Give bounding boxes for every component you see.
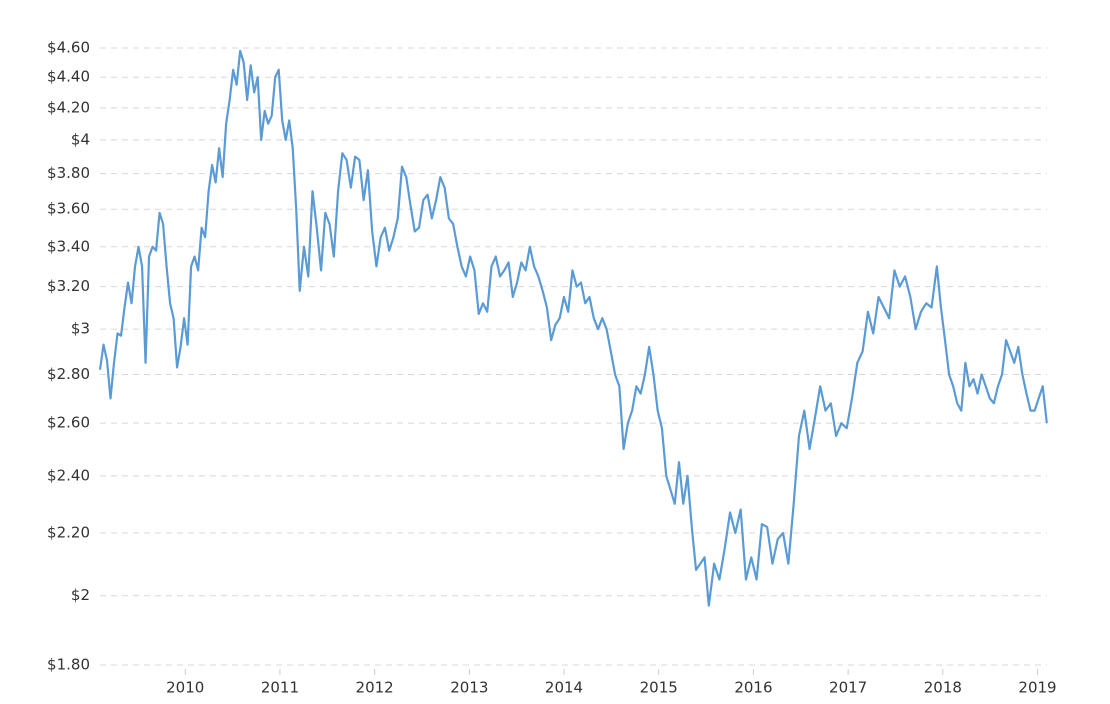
y-tick-label: $3.80: [47, 164, 90, 182]
y-tick-label: $3.20: [47, 277, 90, 295]
y-tick-label: $2.20: [47, 524, 90, 542]
x-tick-label: 2016: [734, 679, 772, 697]
y-tick-label: $4.20: [47, 98, 90, 116]
y-tick-label: $2: [71, 586, 90, 604]
y-tick-label: $4.40: [47, 68, 90, 86]
y-tick-label: $3: [71, 320, 90, 338]
x-tick-label: 2017: [829, 679, 867, 697]
y-tick-label: $2.40: [47, 466, 90, 484]
y-tick-label: $2.80: [47, 365, 90, 383]
y-tick-label: $1.80: [47, 656, 90, 674]
x-tick-label: 2014: [545, 679, 583, 697]
price-line: [98, 49, 1048, 607]
x-tick-label: 2018: [924, 679, 962, 697]
x-tick-label: 2010: [166, 679, 204, 697]
x-tick-label: 2013: [450, 679, 488, 697]
y-tick-label: $4: [71, 130, 90, 148]
y-tick-label: $3.60: [47, 200, 90, 218]
x-tick-label: 2015: [640, 679, 678, 697]
x-tick-label: 2012: [356, 679, 394, 697]
x-tick-label: 2011: [261, 679, 299, 697]
y-tick-label: $2.60: [47, 414, 90, 432]
y-tick-label: $4.60: [47, 39, 90, 57]
x-tick-label: 2019: [1018, 679, 1056, 697]
y-tick-label: $3.40: [47, 237, 90, 255]
